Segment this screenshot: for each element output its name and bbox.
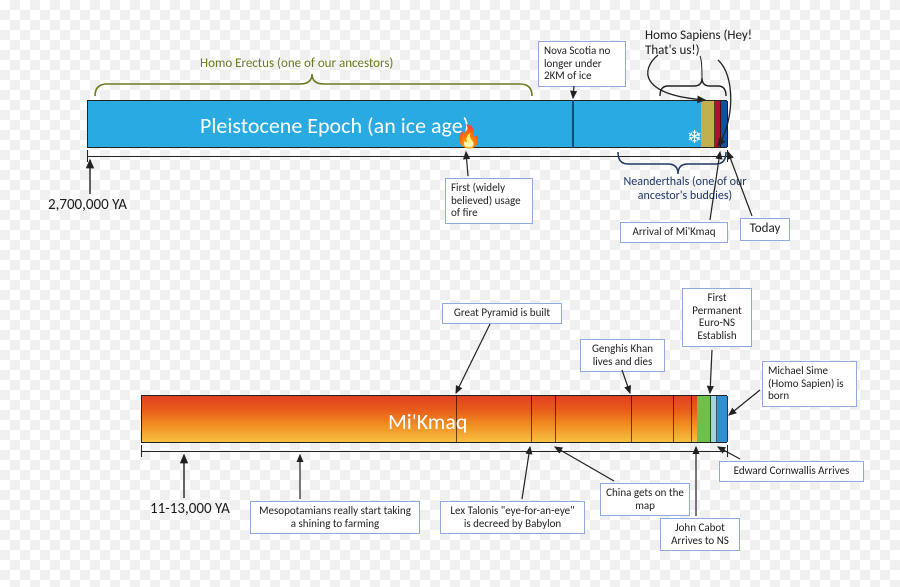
cornwallis-callout: Edward Cornwallis Arrives (719, 461, 864, 482)
china-text: China gets on the map (606, 486, 684, 512)
connector-overlay (0, 0, 900, 587)
axis1-tick-start (87, 150, 88, 162)
bar2-div-6 (691, 396, 692, 442)
mesopotamia-callout: Mesopotamians really start taking a shin… (250, 501, 420, 534)
axis-2 (141, 451, 727, 452)
cabot-callout: John Cabot Arrives to NS (660, 518, 740, 551)
bar2-start-label: 11-13,000 YA (150, 500, 230, 518)
cabot-text: John Cabot Arrives to NS (671, 521, 729, 547)
axis2-tick-start (141, 445, 142, 457)
today-callout: Today (740, 218, 790, 241)
axis1-tick-end (727, 150, 728, 162)
mikmaq-arrival-callout: Arrival of Mi'Kmaq (620, 222, 728, 243)
fire-callout: First (widely believed) usage of fire (445, 178, 533, 224)
ns-ice-text: Nova Scotia no longer under 2KM of ice (544, 44, 610, 82)
sime-callout: Michael Sime (Homo Sapien) is born (762, 361, 857, 407)
neanderthals-text: Neanderthals (one of our ancestor's budd… (624, 175, 747, 203)
mikmaq-arrival-text: Arrival of Mi'Kmaq (632, 225, 715, 238)
sime-text: Michael Sime (Homo Sapien) is born (768, 364, 844, 402)
bar2-seg-blue (717, 396, 728, 442)
bar1-start-label: 2,700,000 YA (48, 196, 127, 214)
mesopotamia-text: Mesopotamians really start taking a shin… (259, 504, 411, 530)
axis-1 (87, 156, 727, 157)
snowball-icon: ❄ (687, 128, 702, 146)
genghis-text: Genghis Khan lives and dies (592, 342, 653, 368)
lex-text: Lex Talonis "eye-for-an-eye" is decreed … (450, 504, 574, 530)
homo-sapiens-text: Homo Sapiens (Hey! That's us!) (645, 28, 752, 58)
neanderthals-label: Neanderthals (one of our ancestor's budd… (615, 175, 755, 203)
today-text: Today (750, 221, 781, 236)
lex-callout: Lex Talonis "eye-for-an-eye" is decreed … (440, 501, 585, 534)
bar2-div-2 (531, 396, 532, 442)
bar1-ns-ice-marker (572, 100, 574, 148)
pleistocene-title: Pleistocene Epoch (an ice age) (200, 112, 469, 139)
euro-ns-callout: First Permanent Euro-NS Establish (682, 288, 752, 347)
euro-ns-text: First Permanent Euro-NS Establish (692, 291, 741, 342)
bar1-seg-a (701, 101, 715, 147)
fire-text: First (widely believed) usage of fire (451, 181, 521, 219)
pyramid-callout: Great Pyramid is built (442, 303, 562, 324)
china-callout: China gets on the map (600, 483, 690, 516)
bar2-div-5 (673, 396, 674, 442)
ns-ice-callout: Nova Scotia no longer under 2KM of ice (538, 41, 626, 87)
homo-erectus-label: Homo Erectus (one of our ancestors) (200, 56, 393, 71)
fire-icon: 🔥 (455, 126, 482, 148)
cornwallis-text: Edward Cornwallis Arrives (734, 464, 850, 477)
genghis-callout: Genghis Khan lives and dies (580, 339, 665, 372)
bar2-seg-green (697, 396, 711, 442)
axis2-tick-end (727, 445, 728, 457)
pyramid-text: Great Pyramid is built (454, 306, 550, 319)
mikmaq-title: Mi'Kmaq (388, 408, 467, 435)
bar2-div-4 (631, 396, 632, 442)
bar2-div-3 (555, 396, 556, 442)
bar1-seg-c (721, 101, 728, 147)
homo-sapiens-label: Homo Sapiens (Hey! That's us!) (645, 28, 760, 58)
